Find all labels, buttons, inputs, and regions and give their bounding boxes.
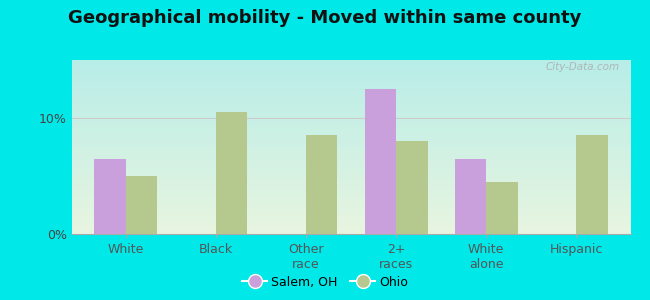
Text: Geographical mobility - Moved within same county: Geographical mobility - Moved within sam… xyxy=(68,9,582,27)
Bar xyxy=(94,159,125,234)
Bar xyxy=(306,135,337,234)
Legend: Salem, OH, Ohio: Salem, OH, Ohio xyxy=(237,271,413,294)
Bar xyxy=(365,89,396,234)
Bar xyxy=(577,135,608,234)
Bar xyxy=(125,176,157,234)
Bar xyxy=(455,159,486,234)
Bar xyxy=(396,141,428,234)
Bar xyxy=(216,112,247,234)
Text: City-Data.com: City-Data.com xyxy=(545,62,619,72)
Bar xyxy=(486,182,518,234)
